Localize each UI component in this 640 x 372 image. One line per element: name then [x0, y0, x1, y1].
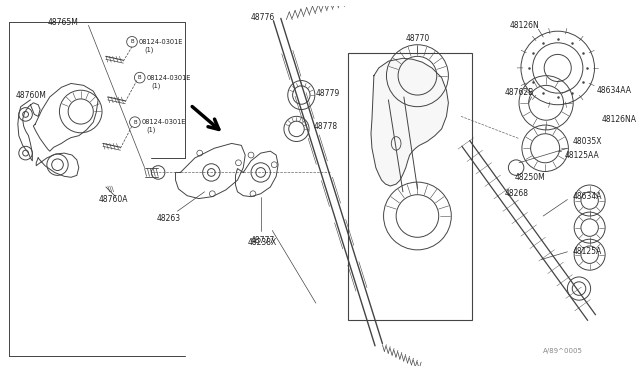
Text: 48778: 48778 — [314, 122, 338, 131]
Text: 48634AA: 48634AA — [596, 86, 632, 95]
Text: A/89^0005: A/89^0005 — [543, 349, 583, 355]
Text: 48776: 48776 — [251, 13, 275, 22]
Text: 48263: 48263 — [156, 214, 180, 224]
Text: 48765M: 48765M — [48, 18, 79, 27]
Text: 08124-0301E: 08124-0301E — [141, 119, 186, 125]
Text: (1): (1) — [147, 126, 156, 133]
Text: 48126NA: 48126NA — [601, 115, 636, 124]
Text: 48770: 48770 — [405, 35, 429, 44]
Text: 48035X: 48035X — [572, 137, 602, 146]
Text: 08124-0301E: 08124-0301E — [147, 75, 191, 81]
Text: (1): (1) — [151, 82, 161, 89]
Text: B: B — [133, 120, 137, 125]
Text: B: B — [138, 75, 141, 80]
Text: 48760M: 48760M — [16, 90, 47, 100]
Text: 48634A: 48634A — [572, 192, 602, 201]
Polygon shape — [371, 58, 449, 186]
Text: 48126N: 48126N — [509, 21, 539, 30]
Text: 48760A: 48760A — [98, 195, 127, 204]
Text: 48762B: 48762B — [504, 88, 534, 97]
Text: 48125A: 48125A — [572, 247, 602, 256]
Bar — [348, 54, 472, 320]
Text: 48268: 48268 — [504, 189, 529, 198]
Text: 48779: 48779 — [316, 89, 340, 97]
Text: 48125AA: 48125AA — [564, 151, 599, 160]
Text: 48250M: 48250M — [514, 173, 545, 182]
Text: (1): (1) — [145, 46, 154, 53]
Text: 48238X: 48238X — [248, 238, 277, 247]
Text: B: B — [130, 39, 134, 44]
Text: 08124-0301E: 08124-0301E — [139, 39, 183, 45]
Text: 48777: 48777 — [251, 236, 275, 245]
